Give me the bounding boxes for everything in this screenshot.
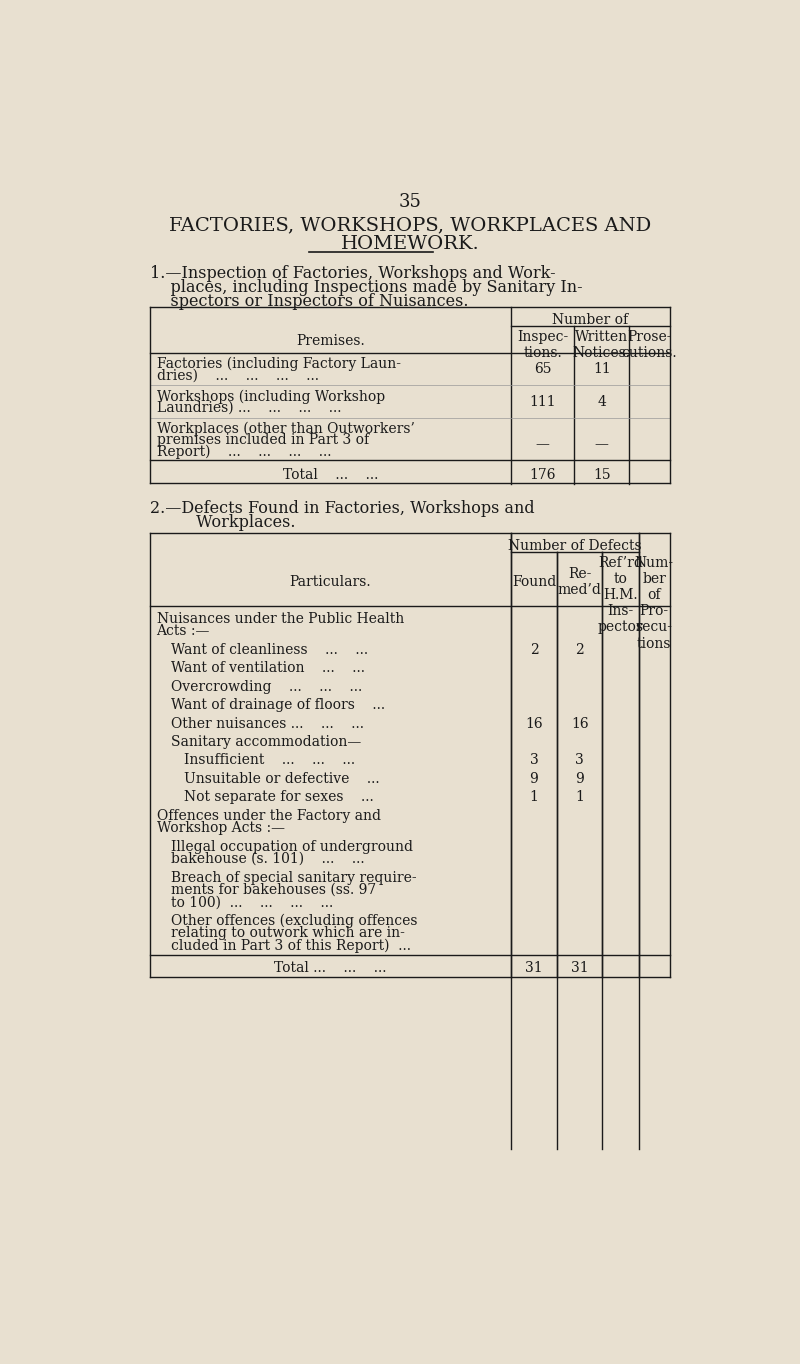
- Text: Nuisances under the Public Health: Nuisances under the Public Health: [157, 612, 404, 626]
- Text: ments for bakehouses (ss. 97: ments for bakehouses (ss. 97: [170, 883, 376, 898]
- Text: dries)    ...    ...    ...    ...: dries) ... ... ... ...: [157, 368, 318, 382]
- Text: 1.—Inspection of Factories, Workshops and Work-: 1.—Inspection of Factories, Workshops an…: [150, 266, 556, 282]
- Text: Other offences (excluding offences: Other offences (excluding offences: [170, 914, 417, 928]
- Text: Not separate for sexes    ...: Not separate for sexes ...: [185, 791, 374, 805]
- Text: Workplaces.: Workplaces.: [150, 514, 296, 531]
- Text: Unsuitable or defective    ...: Unsuitable or defective ...: [185, 772, 380, 786]
- Text: Breach of special sanitary require-: Breach of special sanitary require-: [170, 870, 416, 884]
- Text: Total ...    ...    ...: Total ... ... ...: [274, 962, 387, 975]
- Text: Other nuisances ...    ...    ...: Other nuisances ... ... ...: [170, 716, 363, 731]
- Text: HOMEWORK.: HOMEWORK.: [341, 235, 479, 252]
- Text: —: —: [595, 436, 609, 451]
- Text: 11: 11: [593, 363, 610, 376]
- Text: Workshops (including Workshop: Workshops (including Workshop: [157, 389, 385, 404]
- Text: 3: 3: [530, 753, 538, 768]
- Text: 15: 15: [593, 468, 610, 481]
- Text: Workshop Acts :—: Workshop Acts :—: [157, 821, 285, 835]
- Text: spectors or Inspectors of Nuisances.: spectors or Inspectors of Nuisances.: [150, 293, 469, 310]
- Text: premises included in Part 3 of: premises included in Part 3 of: [157, 434, 369, 447]
- Text: relating to outwork which are in-: relating to outwork which are in-: [170, 926, 404, 940]
- Text: Found: Found: [512, 574, 556, 589]
- Text: Sanitary accommodation—: Sanitary accommodation—: [170, 735, 361, 749]
- Text: cluded in Part 3 of this Report)  ...: cluded in Part 3 of this Report) ...: [170, 938, 410, 952]
- Text: 31: 31: [571, 962, 589, 975]
- Text: places, including Inspections made by Sanitary In-: places, including Inspections made by Sa…: [150, 280, 583, 296]
- Text: Insufficient    ...    ...    ...: Insufficient ... ... ...: [185, 753, 356, 768]
- Text: Acts :—: Acts :—: [157, 625, 210, 638]
- Text: Factories (including Factory Laun-: Factories (including Factory Laun-: [157, 357, 401, 371]
- Text: Written
Notices.: Written Notices.: [573, 330, 631, 360]
- Text: 3: 3: [575, 753, 584, 768]
- Text: Ref’rd
to
H.M.
Ins-
pector: Ref’rd to H.M. Ins- pector: [598, 555, 643, 634]
- Text: 35: 35: [398, 192, 422, 211]
- Text: FACTORIES, WORKSHOPS, WORKPLACES AND: FACTORIES, WORKSHOPS, WORKPLACES AND: [169, 216, 651, 235]
- Text: 9: 9: [575, 772, 584, 786]
- Text: Number of Defects: Number of Defects: [508, 539, 642, 552]
- Text: to 100)  ...    ...    ...    ...: to 100) ... ... ... ...: [170, 895, 333, 910]
- Text: 2.—Defects Found in Factories, Workshops and: 2.—Defects Found in Factories, Workshops…: [150, 501, 535, 517]
- Text: Illegal occupation of underground: Illegal occupation of underground: [170, 840, 413, 854]
- Text: 1: 1: [575, 791, 584, 805]
- Text: 1: 1: [530, 791, 538, 805]
- Text: Total    ...    ...: Total ... ...: [283, 468, 378, 481]
- Text: Particulars.: Particulars.: [290, 574, 371, 589]
- Text: Laundries) ...    ...    ...    ...: Laundries) ... ... ... ...: [157, 401, 341, 415]
- Text: 16: 16: [571, 716, 589, 731]
- Text: —: —: [535, 436, 550, 451]
- Text: Num-
ber
of
Pro-
secu-
tions: Num- ber of Pro- secu- tions: [634, 555, 674, 651]
- Text: Report)    ...    ...    ...    ...: Report) ... ... ... ...: [157, 445, 331, 460]
- Text: 9: 9: [530, 772, 538, 786]
- Text: Workplaces (other than Outworkers’: Workplaces (other than Outworkers’: [157, 421, 414, 436]
- Text: 16: 16: [525, 716, 543, 731]
- Text: 176: 176: [530, 468, 556, 481]
- Text: 2: 2: [575, 642, 584, 656]
- Text: Offences under the Factory and: Offences under the Factory and: [157, 809, 381, 822]
- Text: Want of drainage of floors    ...: Want of drainage of floors ...: [170, 698, 385, 712]
- Text: 2: 2: [530, 642, 538, 656]
- Text: 31: 31: [525, 962, 543, 975]
- Text: 111: 111: [530, 394, 556, 409]
- Text: Number of: Number of: [552, 314, 628, 327]
- Text: Premises.: Premises.: [296, 334, 365, 348]
- Text: 65: 65: [534, 363, 551, 376]
- Text: Inspec-
tions.: Inspec- tions.: [517, 330, 568, 360]
- Text: Overcrowding    ...    ...    ...: Overcrowding ... ... ...: [170, 679, 362, 693]
- Text: bakehouse (s. 101)    ...    ...: bakehouse (s. 101) ... ...: [170, 852, 364, 866]
- Text: Want of ventilation    ...    ...: Want of ventilation ... ...: [170, 662, 365, 675]
- Text: 4: 4: [598, 394, 606, 409]
- Text: Re-
med’d: Re- med’d: [558, 567, 602, 597]
- Text: Prose-
cutions.: Prose- cutions.: [622, 330, 678, 360]
- Text: Want of cleanliness    ...    ...: Want of cleanliness ... ...: [170, 642, 368, 656]
